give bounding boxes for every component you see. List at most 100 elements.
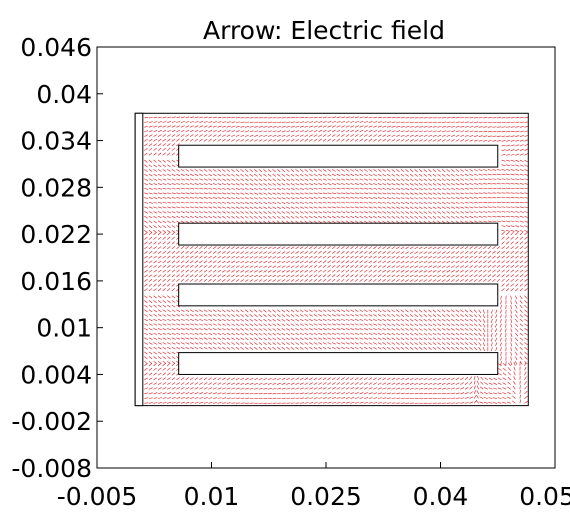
- field-arrow: [249, 256, 254, 259]
- field-arrow: [157, 304, 162, 308]
- field-arrow: [510, 278, 514, 282]
- field-arrow: [153, 367, 157, 371]
- field-arrow: [226, 387, 231, 390]
- field-arrow: [331, 269, 336, 273]
- field-arrow: [345, 220, 350, 224]
- field-arrow: [318, 397, 323, 399]
- field-arrow: [373, 197, 378, 199]
- field-arrow: [368, 309, 373, 313]
- field-arrow: [428, 246, 432, 250]
- field-arrow: [515, 178, 520, 180]
- field-arrow: [267, 265, 272, 268]
- field-arrow: [217, 173, 222, 177]
- field-arrow: [460, 279, 464, 282]
- field-arrow: [148, 134, 153, 137]
- field-arrow: [194, 401, 199, 404]
- field-arrow: [469, 187, 474, 190]
- field-arrow: [423, 387, 428, 390]
- field-arrow: [492, 126, 497, 128]
- electrode-bar: [134, 112, 144, 407]
- field-arrow: [171, 314, 176, 317]
- field-arrow: [194, 178, 199, 181]
- field-arrow: [510, 187, 515, 189]
- field-arrow: [391, 309, 396, 313]
- field-arrow: [345, 328, 350, 331]
- field-arrow: [167, 229, 171, 233]
- field-arrow: [364, 314, 368, 317]
- field-arrow: [515, 135, 520, 137]
- field-arrow: [276, 318, 281, 322]
- field-arrow: [455, 117, 460, 119]
- field-arrow: [396, 187, 401, 190]
- field-arrow: [368, 255, 373, 259]
- field-arrow: [437, 314, 441, 317]
- field-arrow: [299, 342, 304, 345]
- field-arrow: [418, 251, 423, 254]
- field-arrow: [423, 260, 428, 264]
- field-arrow: [446, 309, 450, 313]
- field-arrow: [515, 269, 519, 273]
- field-arrow: [249, 346, 254, 350]
- field-arrow: [455, 255, 460, 259]
- field-arrow: [391, 121, 396, 123]
- field-arrow: [144, 125, 149, 128]
- field-arrow: [171, 246, 176, 250]
- field-arrow: [240, 397, 245, 399]
- field-arrow: [483, 201, 488, 204]
- field-arrow: [276, 215, 281, 219]
- field-arrow: [409, 314, 414, 317]
- field-arrow: [199, 246, 203, 250]
- field-arrow: [437, 215, 441, 219]
- field-arrow: [318, 346, 322, 350]
- field-arrow: [290, 215, 295, 219]
- field-arrow: [240, 215, 244, 219]
- field-arrow: [185, 309, 190, 312]
- field-arrow: [199, 206, 204, 209]
- field-arrow: [386, 265, 391, 268]
- field-arrow: [488, 392, 493, 395]
- field-arrow: [414, 130, 419, 133]
- field-arrow: [199, 215, 204, 219]
- field-arrow: [364, 183, 369, 186]
- field-arrow: [276, 211, 281, 214]
- field-arrow: [272, 197, 277, 200]
- field-arrow: [414, 211, 419, 214]
- field-arrow: [497, 392, 502, 395]
- field-arrow: [212, 125, 217, 128]
- field-arrow: [144, 323, 149, 326]
- field-arrow: [478, 332, 482, 337]
- field-arrow: [519, 283, 524, 287]
- field-arrow: [510, 144, 515, 147]
- field-arrow: [460, 337, 464, 341]
- field-arrow: [304, 251, 309, 254]
- field-arrow: [304, 192, 309, 195]
- field-arrow: [157, 346, 162, 350]
- field-arrow: [492, 178, 497, 180]
- field-arrow: [524, 323, 529, 327]
- field-arrow: [235, 256, 240, 259]
- field-arrow: [171, 387, 176, 390]
- field-arrow: [171, 304, 176, 308]
- field-arrow: [354, 134, 359, 137]
- field-arrow: [350, 387, 355, 390]
- field-arrow: [515, 211, 520, 213]
- field-arrow: [171, 220, 176, 224]
- field-arrow: [190, 120, 194, 123]
- field-arrow: [437, 126, 442, 128]
- field-arrow: [144, 274, 148, 278]
- field-arrow: [318, 309, 322, 313]
- field-arrow: [281, 197, 286, 200]
- field-arrow: [507, 381, 511, 385]
- field-arrow: [217, 342, 222, 345]
- field-arrow: [162, 309, 167, 313]
- field-arrow: [432, 265, 437, 268]
- field-arrow: [414, 187, 419, 191]
- field-arrow: [244, 130, 249, 133]
- field-arrow: [400, 270, 405, 273]
- field-arrow: [322, 377, 327, 381]
- field-arrow: [455, 377, 460, 381]
- field-arrow: [373, 192, 378, 195]
- field-arrow: [505, 260, 510, 264]
- field-arrow: [148, 295, 153, 299]
- field-arrow: [524, 278, 528, 282]
